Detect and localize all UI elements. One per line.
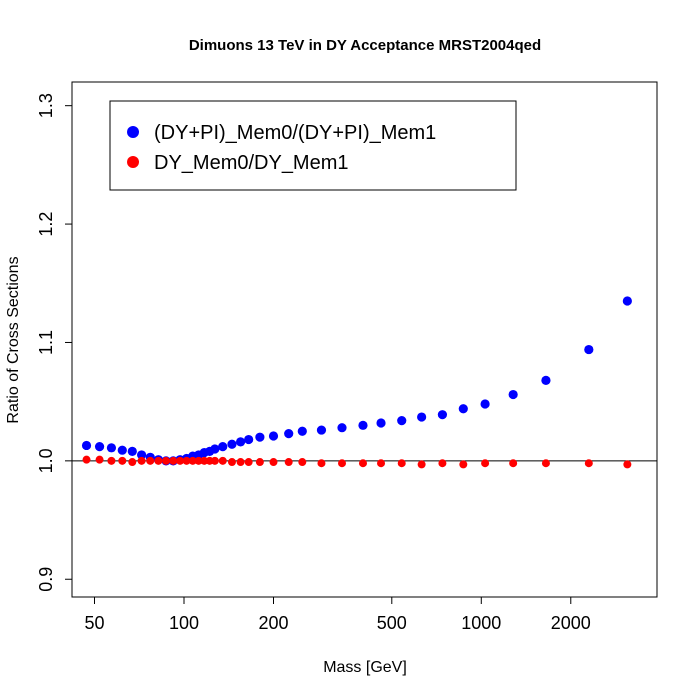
data-point-dy	[95, 455, 104, 464]
data-point-dy-pi	[508, 389, 518, 400]
data-point-dy-pi	[81, 440, 92, 451]
data-point-dy-pi	[127, 446, 137, 456]
data-point-dy-pi	[358, 420, 368, 430]
data-point-dy-pi	[94, 442, 105, 452]
data-point-dy	[338, 459, 347, 468]
y-tick-label: 0.9	[36, 567, 56, 592]
data-point-dy	[417, 460, 426, 469]
y-tick-label: 1.0	[36, 448, 56, 473]
data-point-dy-pi	[622, 296, 632, 306]
data-point-dy-pi	[437, 410, 448, 420]
data-point-dy-pi	[376, 418, 386, 428]
data-point-dy	[227, 458, 236, 467]
data-point-dy	[623, 460, 632, 469]
data-point-dy	[397, 459, 406, 468]
data-point-dy	[438, 459, 447, 468]
legend-label-dy: DY_Mem0/DY_Mem1	[154, 152, 349, 174]
x-tick-label: 50	[84, 613, 104, 633]
x-tick-label: 1000	[461, 613, 501, 633]
x-tick-label: 500	[377, 613, 407, 633]
legend: (DY+PI)_Mem0/(DY+PI)_Mem1 DY_Mem0/DY_Mem…	[109, 100, 517, 191]
data-point-dy-pi	[235, 437, 246, 447]
data-point-dy-pi	[106, 443, 117, 453]
data-point-dy	[169, 456, 178, 465]
data-point-dy	[541, 459, 550, 468]
x-axis: 50 100 200 500 1000 2000	[84, 597, 591, 633]
data-point-dy-pi	[316, 425, 327, 435]
data-point-dy	[194, 456, 203, 465]
data-point-dy	[107, 456, 116, 465]
data-point-dy	[481, 459, 490, 468]
y-tick-label: 1.3	[36, 93, 56, 118]
data-point-dy-pi	[284, 429, 294, 439]
data-point-dy-pi	[227, 439, 237, 449]
data-point-dy-pi	[337, 423, 347, 433]
x-axis-label: Mass [GeV]	[323, 659, 407, 676]
data-point-dy-pi	[255, 432, 265, 442]
data-point-dy	[584, 459, 593, 468]
data-point-dy-pi	[541, 375, 551, 385]
data-point-dy	[210, 456, 219, 465]
plot-frame	[71, 81, 658, 598]
data-point-dy	[255, 458, 264, 467]
data-point-dy	[154, 456, 163, 465]
y-axis: 0.9 1.0 1.1 1.2 1.3	[36, 93, 72, 592]
data-point-dy	[509, 459, 518, 468]
data-point-dy	[146, 456, 155, 465]
data-point-dy-pi	[268, 431, 279, 441]
data-point-dy	[137, 456, 146, 465]
data-point-dy	[176, 456, 185, 465]
data-point-dy	[218, 456, 227, 465]
data-point-dy	[128, 458, 137, 467]
legend-label-dy-pi: (DY+PI)_Mem0/(DY+PI)_Mem1	[154, 122, 436, 144]
data-point-dy	[269, 458, 278, 467]
data-point-dy-pi	[480, 399, 490, 409]
data-point-dy	[236, 458, 245, 467]
data-point-dy-pi	[244, 434, 254, 445]
x-tick-label: 100	[169, 613, 199, 633]
y-tick-label: 1.2	[36, 212, 56, 237]
data-point-dy-pi	[297, 426, 307, 436]
x-tick-label: 2000	[551, 613, 591, 633]
legend-marker-dy-pi	[127, 126, 139, 138]
data-point-dy	[377, 459, 386, 468]
data-point-dy	[182, 456, 191, 465]
data-point-dy	[358, 459, 367, 468]
y-tick-label: 1.1	[36, 330, 56, 355]
legend-box	[109, 100, 517, 191]
data-point-dy-pi	[458, 404, 468, 414]
data-point-dy	[459, 460, 468, 469]
data-point-dy	[317, 459, 326, 468]
data-point-dy-pi	[584, 344, 594, 355]
chart-title: Dimuons 13 TeV in DY Acceptance MRST2004…	[189, 37, 541, 54]
data-points	[81, 296, 632, 469]
data-point-dy	[118, 456, 127, 465]
data-point-dy	[298, 458, 307, 467]
data-point-dy-pi	[136, 450, 147, 460]
y-axis-label: Ratio of Cross Sections	[5, 256, 22, 423]
data-point-dy	[82, 455, 91, 464]
x-tick-label: 200	[258, 613, 288, 633]
data-point-dy	[244, 458, 253, 467]
data-point-dy-pi	[397, 415, 407, 426]
data-point-dy-pi	[218, 442, 228, 452]
data-point-dy-pi	[117, 445, 127, 455]
data-point-dy	[162, 456, 171, 465]
data-point-dy	[284, 458, 293, 467]
data-point-dy-pi	[417, 412, 427, 422]
data-point-dy-pi	[210, 444, 220, 454]
legend-marker-dy	[127, 156, 139, 168]
data-point-dy	[188, 456, 197, 465]
